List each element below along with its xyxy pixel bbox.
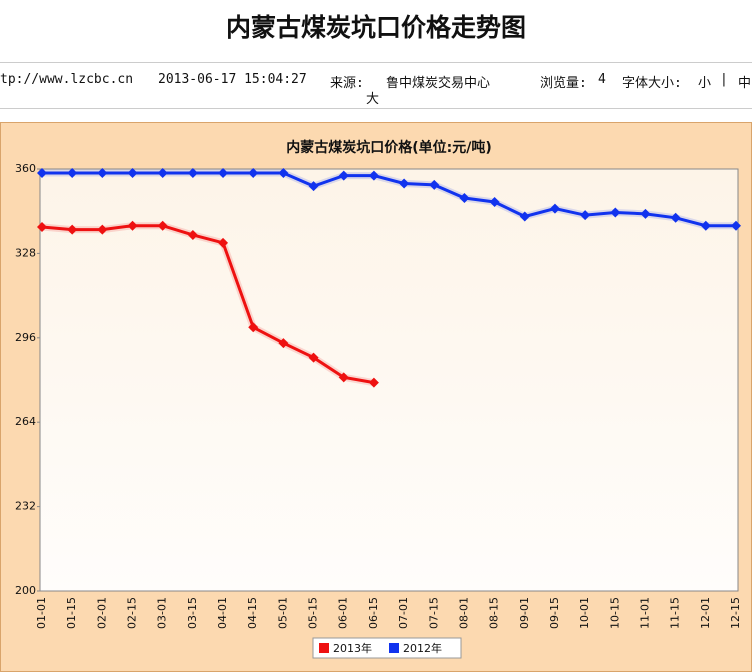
- point: [731, 220, 741, 231]
- point: [308, 352, 319, 363]
- point: [97, 224, 108, 235]
- point: [278, 338, 289, 349]
- font-medium[interactable]: 中: [738, 76, 752, 91]
- legend-swatch: [319, 643, 329, 653]
- point: [187, 167, 198, 178]
- point: [97, 167, 108, 178]
- x-tick-label: 01-01: [35, 597, 48, 629]
- x-tick-label: 05-01: [276, 597, 289, 629]
- views: 4: [598, 72, 606, 87]
- point: [248, 322, 259, 333]
- x-tick-label: 12-01: [699, 597, 712, 629]
- point: [338, 372, 349, 383]
- x-tick-label: 03-15: [186, 597, 199, 629]
- font-size-label: 字体大小:: [622, 76, 682, 91]
- point: [308, 181, 319, 192]
- point: [37, 222, 47, 233]
- point: [127, 167, 138, 178]
- x-tick-label: 08-15: [488, 597, 501, 629]
- x-tick-label: 09-01: [518, 597, 531, 629]
- x-tick-label: 11-01: [638, 597, 651, 629]
- x-tick-label: 10-01: [578, 597, 591, 629]
- point: [610, 207, 621, 218]
- y-tick-label: 200: [15, 584, 36, 597]
- y-tick-label: 296: [15, 331, 36, 344]
- x-tick-label: 04-01: [216, 597, 229, 629]
- point: [368, 377, 379, 388]
- point: [338, 170, 349, 181]
- x-tick-label: 01-15: [65, 597, 78, 629]
- separator: [0, 62, 752, 63]
- x-tick-label: 06-15: [367, 597, 380, 629]
- point: [187, 229, 198, 240]
- point: [459, 193, 470, 204]
- x-tick-label: 06-01: [337, 597, 350, 629]
- point: [700, 220, 711, 231]
- point: [218, 237, 229, 248]
- separator: [0, 108, 752, 109]
- legend-swatch: [389, 643, 399, 653]
- url: tp://www.lzcbc.cn: [0, 72, 134, 87]
- x-tick-label: 11-15: [669, 597, 682, 629]
- point: [399, 178, 410, 189]
- chart: 内蒙古煤炭坑口价格(单位:元/吨) 200 232 264 296 328 360 01-0…: [0, 122, 752, 672]
- point: [157, 167, 168, 178]
- point: [640, 208, 651, 219]
- point: [278, 167, 289, 178]
- point: [489, 196, 500, 207]
- x-tick-label: 09-15: [548, 597, 561, 629]
- x-tick-label: 10-15: [608, 597, 621, 629]
- views-label: 浏览量:: [540, 76, 587, 91]
- y-tick-label: 360: [15, 162, 36, 175]
- font-large[interactable]: 大: [366, 92, 380, 107]
- legend-label: 2013年: [333, 641, 372, 655]
- page-title: 内蒙古煤炭坑口价格走势图: [225, 13, 526, 42]
- point: [67, 167, 78, 178]
- source[interactable]: 鲁中煤炭交易中心: [386, 76, 491, 91]
- x-tick-label: 07-01: [397, 597, 410, 629]
- font-sep: |: [720, 72, 728, 87]
- x-tick-label: 07-15: [427, 597, 440, 629]
- source-label: 来源:: [330, 76, 364, 91]
- point: [368, 170, 379, 181]
- point: [127, 220, 138, 231]
- x-tick-label: 12-15: [729, 597, 742, 629]
- x-tick-label: 02-15: [126, 597, 139, 629]
- font-small[interactable]: 小: [698, 76, 712, 91]
- point: [248, 167, 259, 178]
- point: [157, 220, 168, 231]
- point: [67, 224, 78, 235]
- legend-frame: [312, 637, 462, 659]
- y-tick-label: 328: [15, 246, 36, 259]
- y-tick-label: 232: [15, 500, 36, 513]
- chart-title: 内蒙古煤炭坑口价格(单位:元/吨): [286, 139, 492, 156]
- series-line: [41, 224, 375, 385]
- legend-label: 2012年: [403, 641, 442, 655]
- point: [670, 212, 681, 223]
- x-tick-label: 05-15: [307, 597, 320, 629]
- datetime: 2013-06-17 15:04:27: [158, 72, 307, 87]
- point: [429, 179, 440, 190]
- x-tick-label: 03-01: [156, 597, 169, 629]
- series-line: [42, 171, 736, 228]
- x-tick-label: 04-15: [246, 597, 259, 629]
- point: [218, 167, 229, 178]
- point: [580, 210, 591, 221]
- x-tick-label: 08-01: [457, 597, 470, 629]
- point: [37, 167, 47, 178]
- point: [519, 211, 530, 222]
- plot-area: [39, 168, 739, 592]
- y-tick-label: 264: [15, 415, 36, 428]
- point: [549, 203, 560, 214]
- x-tick-label: 02-01: [95, 597, 108, 629]
